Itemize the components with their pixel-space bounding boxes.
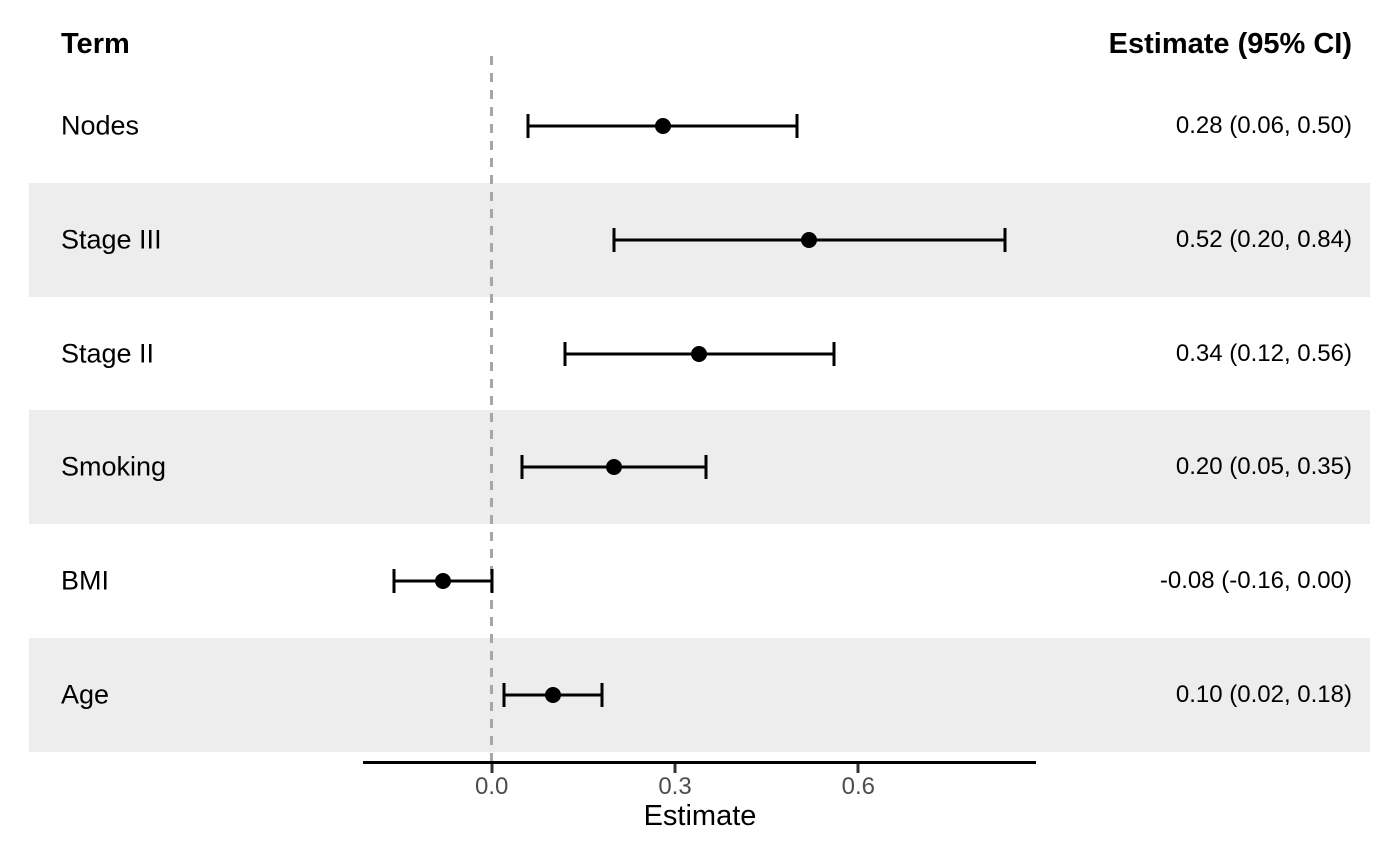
estimate-ci-label: 0.28 (0.06, 0.50) <box>1175 112 1352 140</box>
x-axis-tick-label: 0.6 <box>841 773 875 800</box>
ci-lower-cap <box>502 682 506 707</box>
term-label: Stage II <box>61 338 155 369</box>
x-axis-tick-label: 0.0 <box>475 773 509 800</box>
row-band <box>29 637 1370 752</box>
term-label: Smoking <box>61 451 167 482</box>
ci-upper-cap <box>1003 227 1007 252</box>
ci-upper-cap <box>600 682 604 707</box>
x-axis-title: Estimate <box>643 800 757 832</box>
column-header-estimate: Estimate (95% CI) <box>1108 28 1352 60</box>
estimate-point <box>605 459 622 476</box>
estimate-ci-label: 0.52 (0.20, 0.84) <box>1175 225 1352 253</box>
estimate-point <box>434 573 451 590</box>
x-axis-tick <box>490 764 494 773</box>
estimate-ci-label: 0.34 (0.12, 0.56) <box>1175 339 1352 367</box>
ci-lower-cap <box>392 569 396 594</box>
ci-upper-cap <box>490 569 494 594</box>
ci-upper-cap <box>704 455 708 480</box>
column-header-term: Term <box>61 28 130 60</box>
estimate-ci-label: 0.20 (0.05, 0.35) <box>1175 453 1352 481</box>
estimate-point <box>654 118 671 135</box>
ci-lower-cap <box>612 227 616 252</box>
x-axis-tick <box>673 764 677 773</box>
ci-lower-cap <box>526 114 530 139</box>
ci-upper-cap <box>795 114 799 139</box>
term-label: Stage III <box>61 224 162 255</box>
estimate-point <box>544 686 561 703</box>
estimate-point <box>691 345 708 362</box>
term-label: Nodes <box>61 110 140 141</box>
x-axis-line <box>363 761 1036 764</box>
zero-reference-line <box>490 56 494 761</box>
ci-upper-cap <box>832 341 836 366</box>
ci-lower-cap <box>520 455 524 480</box>
estimate-point <box>801 231 818 248</box>
estimate-ci-label: 0.10 (0.02, 0.18) <box>1175 680 1352 708</box>
term-label: Age <box>61 679 110 710</box>
term-label: BMI <box>61 565 110 596</box>
x-axis-tick <box>856 764 860 773</box>
ci-lower-cap <box>563 341 567 366</box>
estimate-ci-label: -0.08 (-0.16, 0.00) <box>1159 567 1352 595</box>
x-axis-tick-label: 0.3 <box>658 773 692 800</box>
